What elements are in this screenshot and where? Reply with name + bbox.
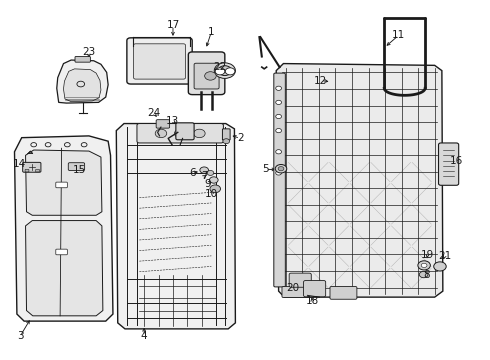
Circle shape bbox=[200, 167, 209, 173]
FancyBboxPatch shape bbox=[274, 73, 285, 287]
Circle shape bbox=[205, 72, 216, 80]
FancyBboxPatch shape bbox=[127, 38, 192, 84]
Polygon shape bbox=[116, 123, 235, 329]
Text: 4: 4 bbox=[141, 331, 147, 341]
Text: 20: 20 bbox=[287, 283, 299, 293]
Text: 15: 15 bbox=[73, 165, 86, 175]
Circle shape bbox=[276, 129, 281, 133]
Circle shape bbox=[278, 167, 284, 171]
Circle shape bbox=[218, 66, 232, 76]
Circle shape bbox=[225, 68, 235, 75]
Text: 2: 2 bbox=[237, 133, 244, 143]
Text: 13: 13 bbox=[166, 116, 179, 126]
Circle shape bbox=[421, 263, 427, 267]
Circle shape bbox=[276, 171, 281, 175]
Circle shape bbox=[276, 150, 281, 154]
Polygon shape bbox=[25, 150, 102, 215]
Polygon shape bbox=[57, 60, 108, 103]
Circle shape bbox=[207, 171, 214, 175]
Polygon shape bbox=[276, 64, 443, 297]
FancyBboxPatch shape bbox=[156, 120, 170, 128]
Circle shape bbox=[174, 129, 186, 138]
FancyBboxPatch shape bbox=[25, 170, 29, 172]
Text: 1: 1 bbox=[208, 27, 215, 37]
Text: 8: 8 bbox=[423, 270, 430, 280]
FancyBboxPatch shape bbox=[23, 162, 41, 172]
Circle shape bbox=[276, 100, 281, 104]
Circle shape bbox=[210, 185, 220, 193]
Text: 21: 21 bbox=[438, 251, 451, 261]
Text: 5: 5 bbox=[262, 165, 269, 174]
Text: 6: 6 bbox=[189, 168, 196, 178]
Circle shape bbox=[276, 114, 281, 118]
FancyBboxPatch shape bbox=[176, 123, 194, 140]
FancyBboxPatch shape bbox=[282, 287, 314, 297]
FancyBboxPatch shape bbox=[304, 280, 326, 297]
Text: 3: 3 bbox=[17, 331, 24, 341]
Text: 24: 24 bbox=[147, 108, 160, 118]
Text: 11: 11 bbox=[392, 30, 405, 40]
Circle shape bbox=[434, 262, 446, 271]
Circle shape bbox=[155, 129, 167, 138]
Text: 17: 17 bbox=[166, 21, 180, 31]
Circle shape bbox=[209, 177, 218, 183]
Polygon shape bbox=[25, 221, 103, 316]
FancyBboxPatch shape bbox=[36, 170, 40, 172]
Text: 16: 16 bbox=[450, 156, 463, 166]
Circle shape bbox=[275, 165, 287, 173]
FancyBboxPatch shape bbox=[137, 123, 223, 143]
Circle shape bbox=[214, 63, 235, 78]
FancyBboxPatch shape bbox=[222, 129, 230, 140]
FancyBboxPatch shape bbox=[188, 52, 225, 95]
Text: 10: 10 bbox=[205, 189, 218, 199]
Text: 22: 22 bbox=[214, 62, 227, 72]
Text: 9: 9 bbox=[204, 179, 211, 189]
Circle shape bbox=[215, 68, 225, 75]
Polygon shape bbox=[64, 69, 101, 102]
FancyBboxPatch shape bbox=[439, 143, 459, 185]
Polygon shape bbox=[15, 136, 113, 321]
FancyBboxPatch shape bbox=[56, 249, 67, 255]
FancyBboxPatch shape bbox=[68, 163, 85, 171]
Circle shape bbox=[419, 271, 428, 278]
Text: 12: 12 bbox=[314, 76, 327, 86]
FancyBboxPatch shape bbox=[289, 273, 311, 287]
FancyBboxPatch shape bbox=[134, 44, 185, 79]
Circle shape bbox=[276, 86, 281, 90]
Circle shape bbox=[418, 261, 430, 270]
Text: 7: 7 bbox=[201, 171, 207, 181]
FancyBboxPatch shape bbox=[56, 182, 67, 188]
Text: 19: 19 bbox=[421, 250, 434, 260]
Circle shape bbox=[194, 129, 205, 138]
FancyBboxPatch shape bbox=[330, 287, 357, 299]
Circle shape bbox=[223, 139, 230, 144]
Text: 14: 14 bbox=[13, 159, 26, 169]
FancyBboxPatch shape bbox=[75, 57, 90, 62]
Text: 18: 18 bbox=[306, 296, 319, 306]
Text: 23: 23 bbox=[82, 47, 96, 57]
FancyBboxPatch shape bbox=[194, 63, 219, 89]
